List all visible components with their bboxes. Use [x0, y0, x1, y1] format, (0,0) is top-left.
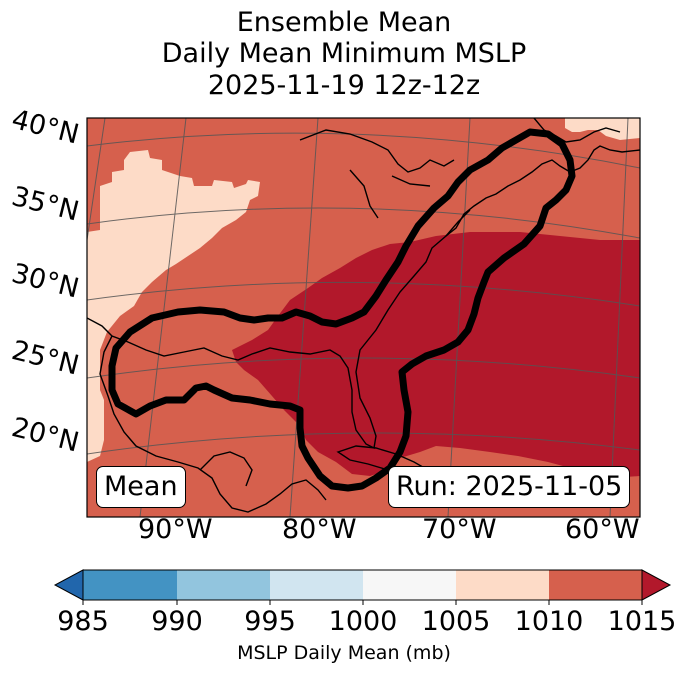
map-frame: [86, 117, 641, 518]
colorbar-tick-1005: 1005: [421, 606, 491, 637]
mean-label-box: Mean: [96, 466, 186, 508]
colorbar-segment-1010-1015: [549, 570, 642, 600]
colorbar-tick-990: 990: [151, 606, 203, 637]
field-1005-1010-west: [87, 150, 260, 462]
colorbar-segment-985-990: [83, 570, 177, 600]
colorbar-tick-1015: 1015: [607, 606, 677, 637]
gulf-coastline: [87, 209, 471, 450]
colorbar-tick-985: 985: [57, 606, 109, 637]
colorbar-tick-995: 995: [244, 606, 296, 637]
colorbar-under-arrow: [53, 569, 84, 601]
title-line-3: 2025-11-19 12z-12z: [207, 70, 481, 101]
colorbar-segment-1005-1010: [456, 570, 549, 600]
colorbar-tick-1010: 1010: [514, 606, 584, 637]
great-lakes: [299, 129, 455, 219]
title-line-1: Ensemble Mean: [236, 7, 452, 38]
title-line-2: Daily Mean Minimum MSLP: [161, 38, 527, 69]
lon-label-70w: 70°W: [422, 514, 497, 545]
colorbar-segment-1000-1005: [363, 570, 456, 600]
run-date-box: Run: 2025-11-05: [388, 466, 631, 508]
lon-label-80w: 80°W: [282, 514, 357, 545]
lon-label-60w: 60°W: [565, 514, 640, 545]
colorbar-segment-995-1000: [270, 570, 363, 600]
yucatan-coastline: [199, 451, 253, 487]
lon-label-90w: 90°W: [138, 514, 213, 545]
northeast-coastline: [445, 145, 640, 237]
colorbar-segment-990-995: [177, 570, 270, 600]
colorbar-tick-1000: 1000: [328, 606, 398, 637]
colorbar-label: MSLP Daily Mean (mb): [237, 642, 451, 664]
mexico-coastline: [99, 335, 327, 513]
colorbar-over-arrow: [641, 569, 672, 601]
mslp-map: [86, 117, 641, 518]
mslp-contour: [108, 128, 576, 492]
